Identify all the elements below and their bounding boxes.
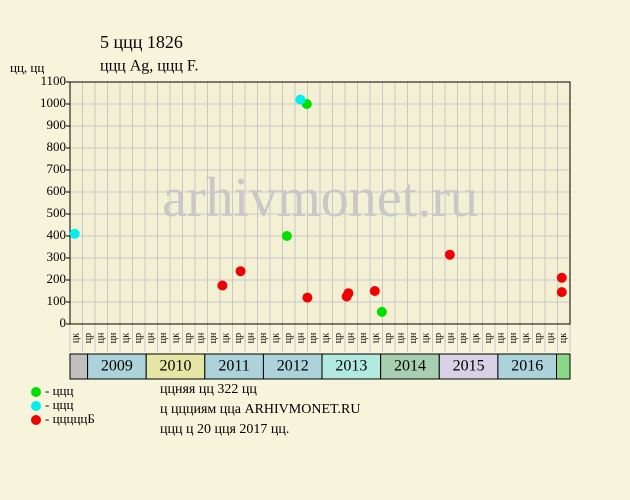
point: [217, 280, 228, 291]
legend-label: - цццццБ: [45, 411, 95, 426]
y-tick-label: 700: [47, 161, 67, 176]
y-tick-label: 300: [47, 249, 67, 264]
column-label: цн: [96, 332, 107, 343]
column-label: цр: [83, 333, 94, 343]
column-label: цк: [171, 333, 182, 343]
column-label: цр: [183, 333, 194, 343]
point: [556, 272, 567, 283]
year-label: 2015: [453, 358, 485, 375]
year-label: 2012: [277, 358, 309, 375]
legend-marker: [31, 387, 41, 397]
point: [69, 228, 80, 239]
column-label: цк: [371, 333, 382, 343]
y-tick-label: 400: [47, 227, 67, 242]
column-label: цк: [71, 333, 82, 343]
y-tick-label: 0: [60, 315, 67, 330]
column-label: цн: [496, 332, 507, 343]
column-label: цк: [221, 333, 232, 343]
point: [369, 286, 380, 296]
year-band-start: [69, 353, 89, 380]
y-tick-label: 1000: [40, 95, 66, 110]
chart-title: 5 ццц 1826: [100, 32, 183, 52]
note: ццц ц 20 цця 2017 цц.: [160, 422, 289, 437]
point: [343, 288, 354, 299]
plot-frame: [69, 81, 571, 325]
y-tick-label: 200: [47, 271, 67, 286]
point: [444, 249, 455, 260]
column-label: цр: [433, 333, 444, 343]
year-band: [321, 353, 382, 380]
note: ццняя цц 322 цц: [160, 382, 257, 397]
y-tick-label: 100: [47, 293, 67, 308]
column-label: цр: [133, 333, 144, 343]
chart-subtitle: ццц Ag, ццц F.: [100, 58, 199, 75]
y-axis-label: цц, цц: [10, 60, 44, 75]
note: ц ццциям цца ARHIVMONET.RU: [160, 402, 360, 417]
column-label: цр: [333, 333, 344, 343]
y-tick-label: 800: [47, 139, 67, 154]
column-label: цк: [321, 333, 332, 343]
watermark: arhivmonet.ru: [162, 167, 478, 229]
year-band: [380, 353, 440, 380]
column-label: цн: [246, 332, 257, 343]
legend-marker: [31, 401, 41, 411]
year-band: [262, 353, 323, 380]
column-label: цн: [146, 332, 157, 343]
y-tick-label: 600: [47, 183, 67, 198]
column-label: цн: [396, 332, 407, 343]
column-label: цн: [208, 332, 219, 343]
column-label: цк: [471, 333, 482, 343]
year-label: 2013: [335, 358, 367, 375]
year-band-end: [556, 353, 571, 380]
year-label: 2010: [160, 358, 192, 375]
year-label: 2009: [101, 358, 133, 375]
point: [556, 287, 567, 298]
column-label: цк: [421, 333, 432, 343]
column-label: цк: [271, 333, 282, 343]
column-label: цн: [258, 332, 269, 343]
column-label: цн: [546, 332, 557, 343]
year-band: [438, 353, 499, 380]
column-label: цк: [521, 333, 532, 343]
point: [295, 94, 306, 105]
y-tick-label: 500: [47, 205, 67, 220]
year-band: [87, 353, 147, 380]
year-label: 2011: [218, 358, 249, 375]
point: [281, 231, 292, 241]
year-band: [145, 353, 206, 380]
column-label: цн: [458, 332, 469, 343]
column-label: цн: [308, 332, 319, 343]
year-label: 2016: [511, 358, 543, 375]
column-label: цн: [358, 332, 369, 343]
column-label: цн: [158, 332, 169, 343]
y-tick-label: 900: [47, 117, 67, 132]
legend-label: - ццц: [45, 397, 73, 412]
y-tick-label: 1100: [40, 73, 66, 88]
column-label: цк: [558, 333, 569, 343]
legend-label: - ццц: [45, 383, 73, 398]
column-label: цн: [408, 332, 419, 343]
column-label: цн: [296, 332, 307, 343]
column-label: цр: [483, 333, 494, 343]
point: [302, 292, 313, 303]
column-label: цн: [346, 332, 357, 343]
point: [376, 306, 387, 317]
column-label: цр: [533, 333, 544, 343]
column-label: цк: [121, 333, 132, 343]
legend-marker: [31, 415, 41, 425]
column-label: цр: [383, 333, 394, 343]
year-label: 2014: [394, 358, 426, 375]
column-label: цн: [446, 332, 457, 343]
column-label: цр: [233, 333, 244, 343]
point: [235, 266, 246, 277]
column-label: цн: [196, 332, 207, 343]
year-band: [204, 353, 264, 380]
column-label: цр: [283, 333, 294, 343]
column-label: цн: [508, 332, 519, 343]
column-label: цн: [108, 332, 119, 343]
